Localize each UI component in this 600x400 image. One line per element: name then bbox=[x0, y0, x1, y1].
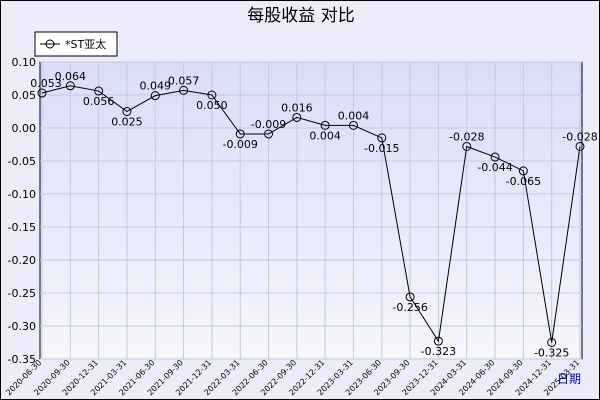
data-label: 0.016 bbox=[281, 101, 313, 114]
data-label: -0.028 bbox=[449, 130, 484, 143]
y-tick-label: 0.10 bbox=[12, 56, 37, 69]
data-point-marker[interactable] bbox=[264, 129, 274, 139]
data-point-marker[interactable] bbox=[377, 133, 387, 143]
chart-title: 每股收益 对比 bbox=[247, 6, 354, 26]
data-point-marker[interactable] bbox=[405, 292, 415, 302]
data-point-marker[interactable] bbox=[235, 129, 245, 139]
legend[interactable]: *ST亚太 bbox=[34, 31, 118, 57]
y-tick-label: -0.15 bbox=[8, 221, 36, 234]
data-point-marker[interactable] bbox=[179, 85, 189, 95]
data-label: -0.065 bbox=[506, 175, 541, 188]
data-label: -0.009 bbox=[222, 138, 257, 151]
data-point-marker[interactable] bbox=[462, 141, 472, 151]
data-label: 0.057 bbox=[168, 74, 200, 87]
data-label: -0.323 bbox=[421, 345, 456, 358]
data-point-marker[interactable] bbox=[348, 120, 358, 130]
data-label: 0.025 bbox=[111, 116, 143, 129]
data-label: -0.009 bbox=[251, 118, 286, 131]
data-point-marker[interactable] bbox=[37, 88, 47, 98]
y-tick-label: -0.05 bbox=[8, 155, 36, 168]
legend-circle-marker bbox=[45, 39, 55, 49]
data-label: -0.325 bbox=[534, 347, 569, 360]
data-label: 0.050 bbox=[196, 99, 228, 112]
data-point-marker[interactable] bbox=[490, 152, 500, 162]
data-label: 0.056 bbox=[83, 95, 115, 108]
data-point-marker[interactable] bbox=[575, 141, 585, 151]
data-label: -0.256 bbox=[392, 301, 427, 314]
data-label: 0.049 bbox=[140, 80, 172, 93]
y-tick-label: -0.25 bbox=[8, 287, 36, 300]
data-label: -0.028 bbox=[562, 130, 597, 143]
x-axis-ticks: 2020-06-302020-09-302020-12-312021-03-31… bbox=[4, 358, 581, 397]
y-tick-label: -0.30 bbox=[8, 320, 36, 333]
data-point-marker[interactable] bbox=[518, 166, 528, 176]
data-point-marker[interactable] bbox=[65, 81, 75, 91]
data-label: 0.064 bbox=[55, 70, 87, 83]
y-tick-label: -0.35 bbox=[8, 353, 36, 366]
data-label: 0.004 bbox=[338, 109, 370, 122]
data-point-marker[interactable] bbox=[433, 336, 443, 346]
y-tick-label: -0.10 bbox=[8, 188, 36, 201]
y-tick-label: 0.05 bbox=[12, 89, 37, 102]
data-point-marker[interactable] bbox=[292, 112, 302, 122]
data-point-marker[interactable] bbox=[207, 90, 217, 100]
data-label: 0.004 bbox=[309, 129, 341, 142]
data-point-marker[interactable] bbox=[320, 120, 330, 130]
y-tick-label: 0.00 bbox=[12, 122, 37, 135]
plot-area bbox=[39, 61, 583, 360]
y-axis-ticks: 0.10 0.05 0.00 -0.05 -0.10 -0.15 -0.20 -0.25 -0.… bbox=[8, 56, 36, 366]
legend-label: *ST亚太 bbox=[65, 38, 106, 51]
x-axis-title: 日期 bbox=[557, 372, 581, 386]
data-label: -0.015 bbox=[364, 142, 399, 155]
data-point-marker[interactable] bbox=[150, 91, 160, 101]
series-layer bbox=[37, 81, 585, 347]
y-tick-label: -0.20 bbox=[8, 254, 36, 267]
data-point-marker[interactable] bbox=[122, 107, 132, 116]
data-point-marker[interactable] bbox=[94, 86, 104, 96]
series-line bbox=[41, 85, 581, 343]
data-label: -0.044 bbox=[477, 161, 512, 174]
data-label: 0.053 bbox=[30, 77, 62, 90]
data-point-marker[interactable] bbox=[547, 338, 557, 347]
